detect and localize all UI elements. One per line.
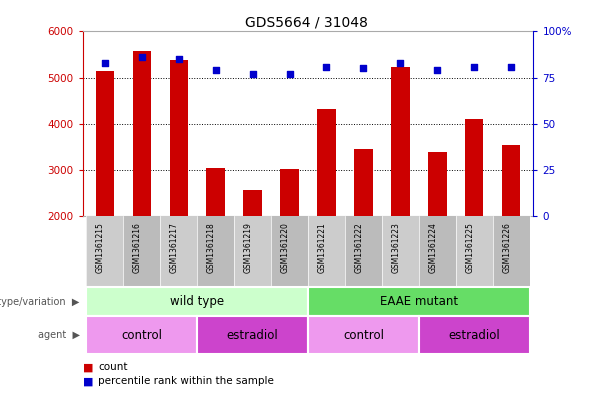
- Bar: [96, 71, 114, 216]
- Point: [248, 71, 257, 77]
- Bar: [391, 67, 409, 216]
- Bar: [86, 316, 197, 354]
- Bar: [197, 316, 308, 354]
- Text: wild type: wild type: [170, 295, 224, 308]
- Point: [174, 56, 184, 62]
- Text: GSM1361221: GSM1361221: [318, 222, 327, 273]
- Text: GSM1361215: GSM1361215: [96, 222, 105, 273]
- Text: agent  ▶: agent ▶: [37, 330, 80, 340]
- Text: GSM1361220: GSM1361220: [281, 222, 289, 273]
- Text: ■: ■: [83, 376, 93, 386]
- Text: EAAE mutant: EAAE mutant: [380, 295, 458, 308]
- Bar: [308, 316, 419, 354]
- Bar: [318, 109, 336, 216]
- Point: [322, 63, 332, 70]
- Text: GSM1361218: GSM1361218: [207, 222, 216, 273]
- Text: GSM1361223: GSM1361223: [391, 222, 400, 273]
- Bar: [354, 149, 373, 216]
- Bar: [455, 216, 493, 287]
- Bar: [234, 216, 271, 287]
- Text: estradiol: estradiol: [448, 329, 500, 342]
- Bar: [132, 51, 151, 216]
- Bar: [419, 216, 455, 287]
- Bar: [197, 216, 234, 287]
- Bar: [428, 152, 446, 216]
- Bar: [308, 287, 530, 316]
- Bar: [271, 216, 308, 287]
- Text: count: count: [98, 362, 128, 373]
- Bar: [419, 316, 530, 354]
- Text: GSM1361225: GSM1361225: [465, 222, 474, 273]
- Bar: [280, 169, 299, 216]
- Text: control: control: [121, 329, 162, 342]
- Point: [137, 54, 147, 61]
- Text: percentile rank within the sample: percentile rank within the sample: [98, 376, 274, 386]
- Bar: [493, 216, 530, 287]
- Text: GSM1361217: GSM1361217: [170, 222, 179, 273]
- Point: [506, 63, 516, 70]
- Bar: [86, 216, 123, 287]
- Bar: [161, 216, 197, 287]
- Point: [359, 65, 368, 72]
- Text: GDS5664 / 31048: GDS5664 / 31048: [245, 16, 368, 30]
- Bar: [123, 216, 161, 287]
- Text: GSM1361226: GSM1361226: [502, 222, 511, 273]
- Point: [395, 60, 405, 66]
- Bar: [382, 216, 419, 287]
- Text: control: control: [343, 329, 384, 342]
- Bar: [345, 216, 382, 287]
- Bar: [502, 145, 520, 216]
- Bar: [170, 60, 188, 216]
- Point: [470, 63, 479, 70]
- Text: estradiol: estradiol: [227, 329, 278, 342]
- Bar: [308, 216, 345, 287]
- Text: GSM1361222: GSM1361222: [354, 222, 364, 273]
- Bar: [207, 168, 225, 216]
- Text: GSM1361216: GSM1361216: [133, 222, 142, 273]
- Bar: [465, 119, 484, 216]
- Text: ■: ■: [83, 362, 93, 373]
- Bar: [243, 190, 262, 216]
- Point: [100, 60, 110, 66]
- Bar: [86, 287, 308, 316]
- Point: [432, 67, 442, 73]
- Text: genotype/variation  ▶: genotype/variation ▶: [0, 297, 80, 307]
- Point: [211, 67, 221, 73]
- Text: GSM1361219: GSM1361219: [243, 222, 253, 273]
- Point: [284, 71, 294, 77]
- Text: GSM1361224: GSM1361224: [428, 222, 437, 273]
